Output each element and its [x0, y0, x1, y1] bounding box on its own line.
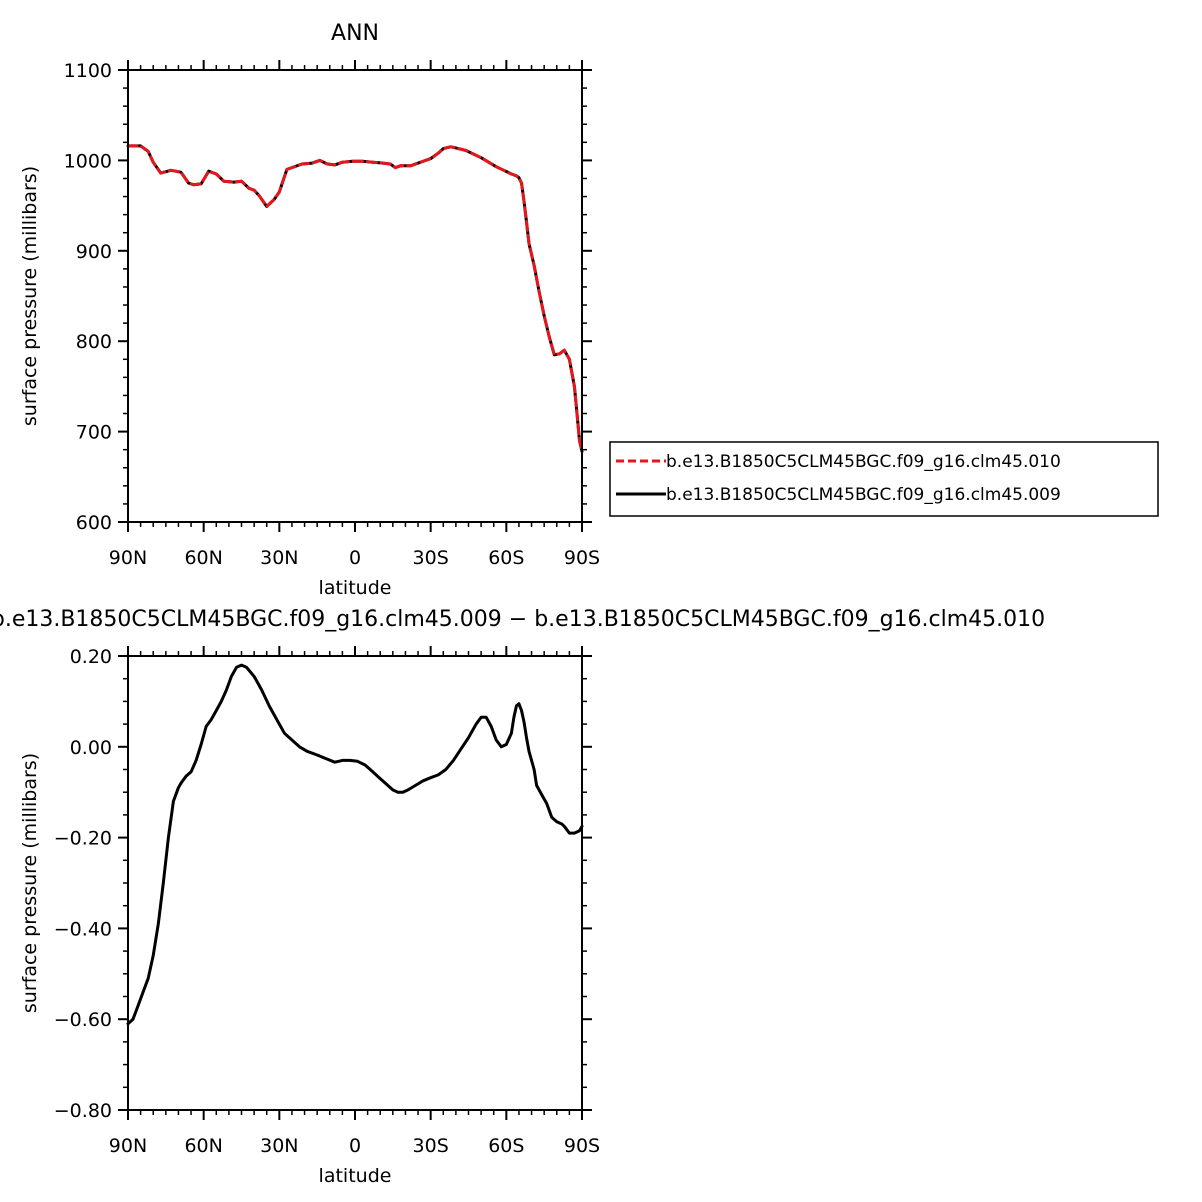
x-tick-label: 90S — [564, 547, 600, 569]
x-tick-label: 30N — [260, 1135, 298, 1157]
y-tick-label: −0.20 — [54, 828, 112, 850]
x-tick-label: 30N — [260, 547, 298, 569]
x-tick-label: 90N — [109, 1135, 147, 1157]
y-tick-label: −0.40 — [54, 918, 112, 940]
y-tick-label: 600 — [76, 512, 112, 534]
x-tick-label: 30S — [413, 1135, 449, 1157]
x-tick-label: 0 — [349, 547, 361, 569]
x-tick-label: 90N — [109, 547, 147, 569]
y-tick-label: 1000 — [64, 150, 112, 172]
chart-title: ANN — [331, 21, 379, 46]
y-tick-label: 0.20 — [70, 646, 112, 668]
plot-frame — [127, 69, 583, 523]
y-tick-label: 0.00 — [70, 737, 112, 759]
x-tick-label: 30S — [413, 547, 449, 569]
legend-box — [609, 441, 1159, 517]
x-axis-label: latitude — [319, 1165, 392, 1187]
y-tick-label: −0.60 — [54, 1009, 112, 1031]
y-tick-label: 700 — [76, 422, 112, 444]
chart-title: b.e13.B1850C5CLM45BGC.f09_g16.clm45.009 … — [0, 607, 1045, 632]
y-tick-label: 800 — [76, 331, 112, 353]
top-chart: ANN latitude surface pressure (millibars… — [19, 21, 1159, 599]
axis-ticks: 90N 60N 30N 0 30S 60S 90S 600 700 800 900 1000 1100 — [64, 60, 600, 569]
legend-label-1: b.e13.B1850C5CLM45BGC.f09_g16.clm45.010 — [666, 452, 1061, 472]
series-line-1 — [126, 663, 584, 1026]
y-tick-label: 900 — [76, 241, 112, 263]
y-axis-label: surface pressure (millibars) — [19, 166, 41, 426]
x-axis-label: latitude — [319, 577, 392, 599]
legend-label-2: b.e13.B1850C5CLM45BGC.f09_g16.clm45.009 — [666, 485, 1061, 505]
series-lines — [126, 144, 584, 453]
series-lines — [126, 663, 584, 1026]
plot-frame — [127, 655, 583, 1111]
x-tick-label: 60S — [488, 1135, 524, 1157]
y-tick-label: −0.80 — [54, 1100, 112, 1122]
x-tick-label: 60N — [184, 1135, 222, 1157]
x-tick-label: 0 — [349, 1135, 361, 1157]
y-axis-label: surface pressure (millibars) — [19, 753, 41, 1013]
x-tick-label: 60S — [488, 547, 524, 569]
x-tick-label: 90S — [564, 1135, 600, 1157]
x-tick-label: 60N — [184, 547, 222, 569]
series-line-2 — [126, 144, 584, 453]
axis-ticks: 90N 60N 30N 0 30S 60S 90S −0.80 −0.60 −0.40 −0.20 0… — [54, 646, 600, 1157]
series-line-1 — [126, 144, 584, 453]
legend: b.e13.B1850C5CLM45BGC.f09_g16.clm45.010b… — [609, 441, 1159, 517]
y-tick-label: 1100 — [64, 60, 112, 82]
bottom-chart: b.e13.B1850C5CLM45BGC.f09_g16.clm45.009 … — [0, 607, 1045, 1187]
